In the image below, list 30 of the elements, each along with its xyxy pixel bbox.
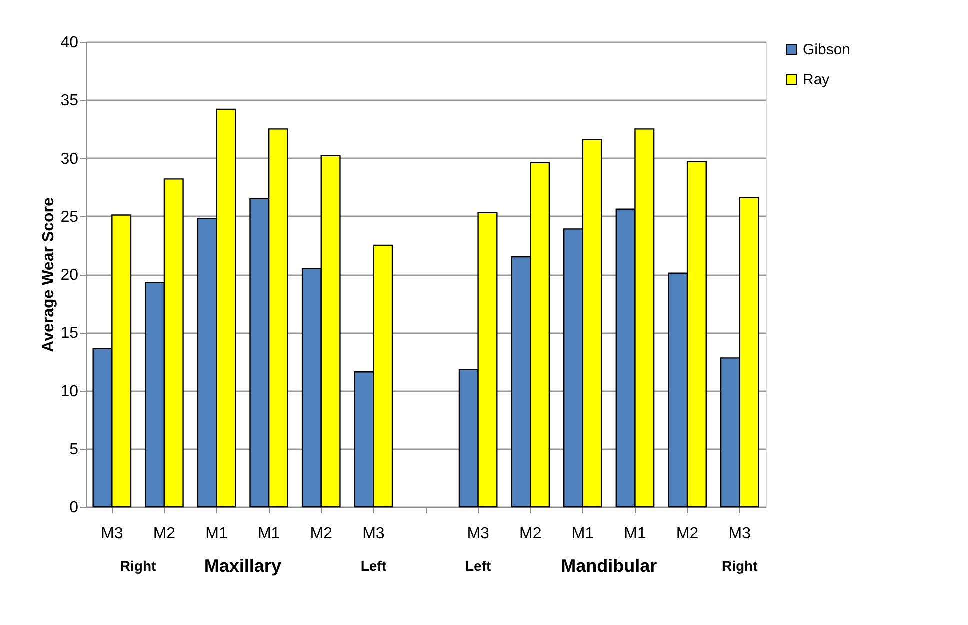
x-tick-label: M2: [520, 526, 542, 542]
x-tick-label: M3: [728, 526, 752, 542]
y-tick-label: 25: [60, 208, 79, 226]
y-tick-label: 0: [70, 500, 79, 516]
y-tick-label: 35: [60, 92, 79, 110]
x-tick-label: M3: [362, 526, 385, 542]
text: Left: [360, 558, 387, 574]
x-tick-label: M2: [310, 526, 333, 542]
x-tick-label: M1: [572, 526, 594, 542]
text: Left: [465, 558, 492, 574]
y-tick-label: 15: [60, 325, 79, 342]
text: Maxillary: [204, 556, 282, 576]
x-tick-label: M1: [206, 526, 228, 542]
y-tick-label: 5: [70, 441, 79, 458]
x-tick-label: M2: [676, 526, 699, 542]
x-tick-label: M1: [624, 526, 646, 542]
x-tick-label: M3: [101, 526, 124, 542]
y-axis-title: Average Wear Score: [40, 198, 58, 352]
y-tick-label: 30: [60, 150, 79, 168]
text: Right: [722, 558, 758, 574]
y-tick-label: 10: [60, 383, 79, 400]
legend-label: Ray: [803, 72, 830, 88]
legend-label: Gibson: [803, 42, 851, 58]
x-tick-label: M3: [467, 526, 490, 542]
y-tick-label: 40: [60, 34, 79, 52]
text: Right: [120, 558, 157, 574]
x-tick-label: M1: [258, 526, 280, 542]
x-tick-label: M2: [153, 526, 176, 542]
y-tick-label: 20: [60, 267, 79, 284]
text: Mandibular: [561, 556, 658, 576]
